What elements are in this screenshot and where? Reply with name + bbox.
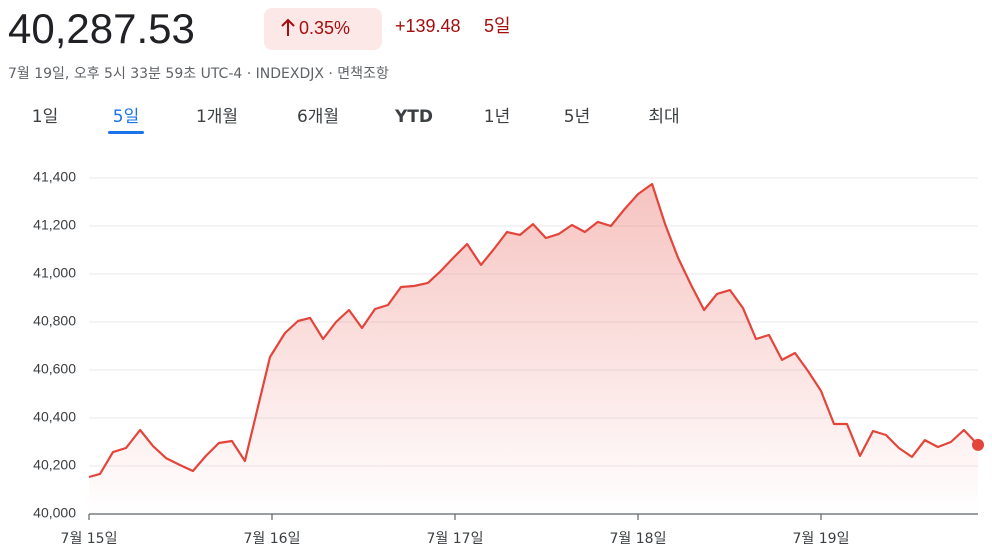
y-tick-label: 40,800 [33, 313, 76, 329]
last-point [972, 438, 984, 451]
x-tick-label: 7월 15일 [61, 531, 118, 547]
x-tick-label: 7월 18일 [610, 531, 667, 547]
y-tick-label: 40,400 [33, 409, 76, 425]
price-line [88, 182, 979, 479]
range-tab[interactable]: 1개월 [196, 107, 238, 127]
price: 40,287.53 [8, 5, 195, 52]
percent-change: 0.35% [299, 18, 350, 38]
range-tab[interactable]: YTD [394, 107, 433, 127]
range-tab[interactable]: 5일 [113, 107, 139, 127]
x-tick-label: 7월 19일 [793, 531, 850, 547]
up-arrow-icon [281, 18, 295, 36]
range-tab[interactable]: 6개월 [297, 107, 339, 127]
y-tick-label: 40,600 [33, 361, 76, 377]
range-tab[interactable]: 1년 [484, 107, 510, 127]
period: 5일 [484, 16, 511, 36]
y-tick-label: 41,400 [33, 169, 76, 185]
tab-underline [108, 131, 144, 134]
x-tick-label: 7월 17일 [427, 531, 484, 547]
range-tab[interactable]: 최대 [648, 107, 679, 127]
y-tick-label: 41,200 [33, 217, 76, 233]
y-tick-label: 41,000 [33, 265, 76, 281]
range-tab[interactable]: 1일 [32, 107, 58, 127]
change: +139.48 [395, 16, 461, 36]
range-tab[interactable]: 5년 [564, 107, 590, 127]
y-tick-label: 40,000 [33, 505, 76, 521]
change-badge [264, 8, 382, 50]
subtitle: 7월 19일, 오후 5시 33분 59초 UTC-4 · INDEXDJX ·… [8, 66, 389, 82]
y-tick-label: 40,200 [33, 457, 76, 473]
area-fill [89, 184, 978, 514]
x-tick-label: 7월 16일 [244, 531, 301, 547]
